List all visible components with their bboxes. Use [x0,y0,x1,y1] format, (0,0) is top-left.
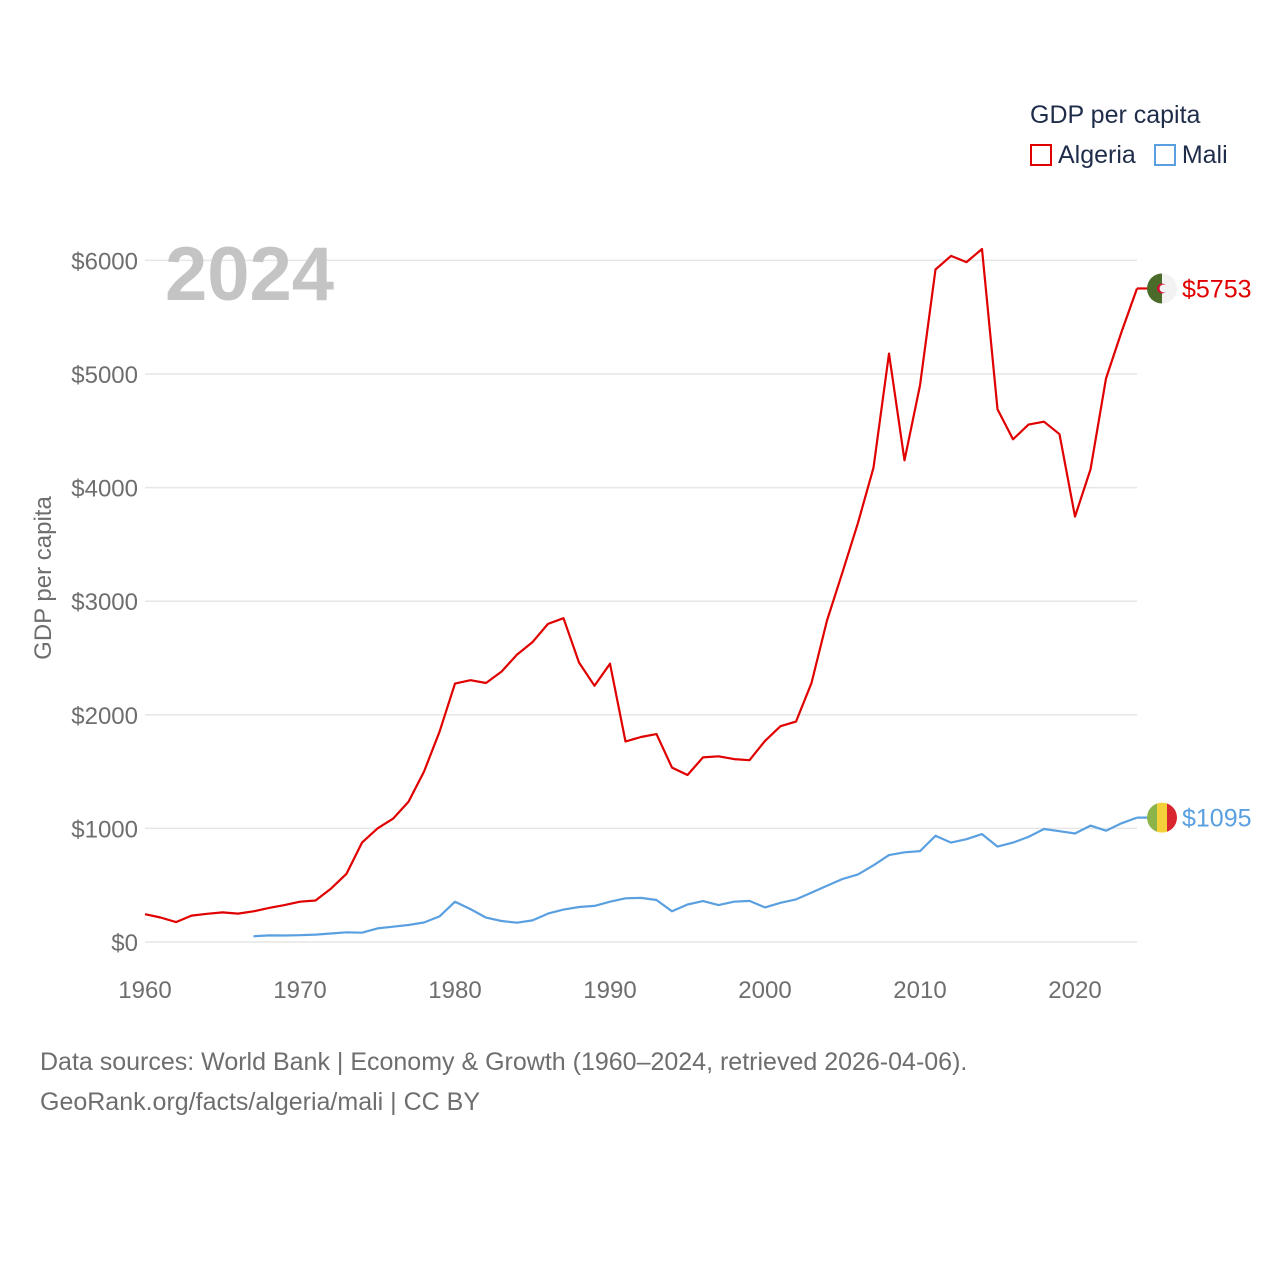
end-value-label-mali: $1095 [1182,805,1252,833]
footer-sources: Data sources: World Bank | Economy & Gro… [40,1048,968,1076]
x-tick-label: 2020 [1048,977,1101,1004]
y-axis-label: GDP per capita [30,496,57,660]
x-tick-label: 2010 [893,977,946,1004]
legend-swatch-algeria [1030,144,1052,166]
y-tick-label: $2000 [71,703,138,730]
x-tick-label: 1960 [118,977,171,1004]
legend-item-mali[interactable]: Mali [1153,140,1228,170]
legend-label-mali: Mali [1181,141,1228,169]
legend-item-algeria[interactable]: Algeria [1030,140,1136,170]
algeria-flag-icon [1147,273,1177,304]
footer: Data sources: World Bank | Economy & Gro… [40,1042,967,1122]
y-tick-label: $6000 [71,248,138,275]
y-tick-label: $0 [111,930,138,957]
year-label: 2024 [165,232,334,317]
legend-swatch-mali [1153,144,1176,166]
gridlines [145,259,1137,943]
y-axis-ticks: $0 $1000 $2000 $3000 $4000 $5000 $6000 [71,248,138,957]
x-tick-label: 1990 [583,977,636,1004]
y-tick-label: $4000 [71,476,138,503]
series-end-markers: $5753 $1095 [1137,273,1252,833]
y-tick-label: $1000 [71,816,138,843]
mali-flag-icon [1147,802,1177,833]
y-tick-label: $3000 [71,589,138,616]
legend: GDP per capita Algeria Mali [1030,100,1228,170]
x-tick-label: 1970 [273,977,326,1004]
series-line-algeria [144,247,1139,924]
legend-title: GDP per capita [1030,101,1201,129]
x-tick-label: 1980 [428,977,481,1004]
y-tick-label: $5000 [71,362,138,389]
series-lines [144,247,1139,938]
footer-credit[interactable]: GeoRank.org/facts/algeria/mali | CC BY [40,1088,481,1116]
x-tick-label: 2000 [738,977,791,1004]
end-value-label-algeria: $5753 [1182,275,1252,303]
x-axis-ticks: 1960 1970 1980 1990 2000 2010 2020 [118,977,1101,1004]
legend-label-algeria: Algeria [1058,141,1136,169]
series-line-mali [253,816,1138,938]
